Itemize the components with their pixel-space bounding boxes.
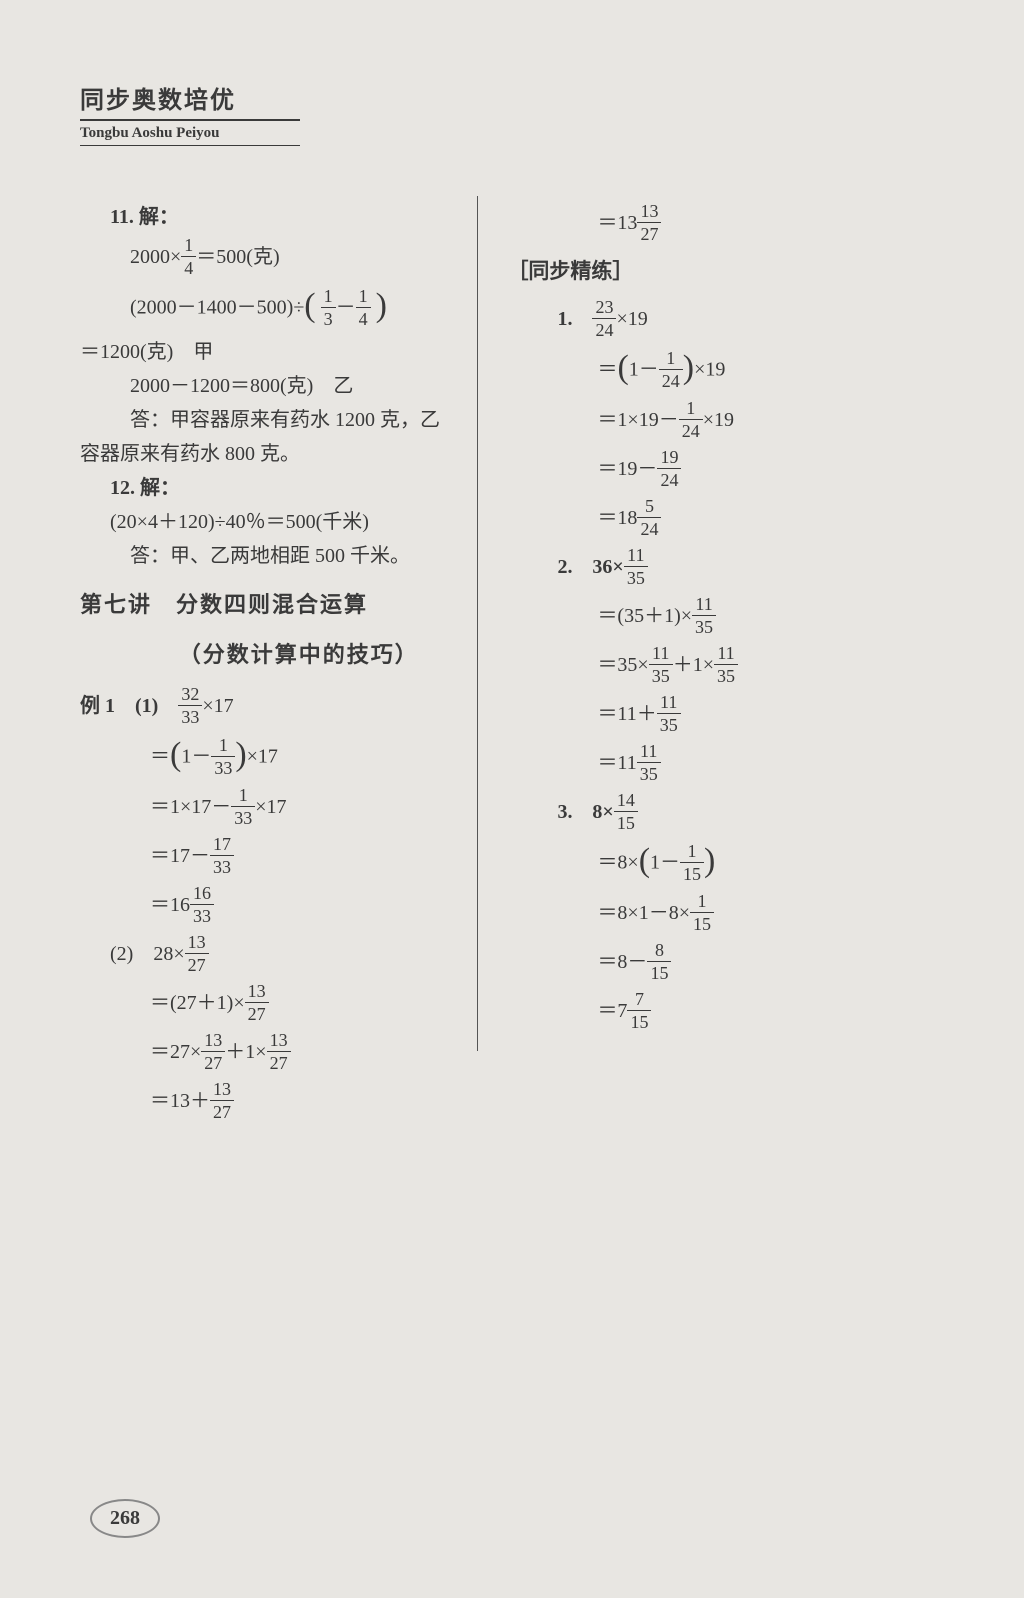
math-line: ＝35×1135＋1×1135 <box>597 646 944 687</box>
math-line: ＝(35＋1)×1135 <box>597 597 944 638</box>
math-line: ＝17－1733 <box>150 837 457 878</box>
fraction: 133 <box>211 736 235 777</box>
fraction: 124 <box>679 399 703 440</box>
fraction: 1135 <box>714 644 738 685</box>
fraction: 1135 <box>649 644 673 685</box>
fraction: 1135 <box>637 742 661 783</box>
fraction: 715 <box>627 990 651 1031</box>
math-line: ＝8－815 <box>597 943 944 984</box>
page-number: 268 <box>90 1499 160 1538</box>
example-1-label: 例 1 (1) 3233×17 <box>80 687 457 728</box>
math-line: ＝18524 <box>597 499 944 540</box>
math-line: ＝(27＋1)×1327 <box>150 984 457 1025</box>
section-title: 第七讲 分数四则混合运算 <box>80 587 457 619</box>
example-1-part2: (2) 28×1327 <box>110 935 457 976</box>
math-line: ＝1×19－124×19 <box>597 401 944 442</box>
math-line: ＝131327 <box>597 204 944 245</box>
math-line: ＝161633 <box>150 886 457 927</box>
fraction: 1327 <box>185 933 209 974</box>
fraction: 2324 <box>592 298 616 339</box>
answer-text: 答：甲、乙两地相距 500 千米。 <box>130 543 457 569</box>
paren-icon: ( <box>617 349 628 386</box>
book-title: 同步奥数培优 <box>80 80 300 121</box>
answer-text: 答：甲容器原来有药水 1200 克，乙 <box>130 407 457 433</box>
fraction: 1135 <box>657 693 681 734</box>
math-line: ＝1200(克) 甲 <box>80 339 457 365</box>
fraction: 13 <box>321 287 336 328</box>
section-subtitle: （分数计算中的技巧） <box>140 637 457 669</box>
question-3: 3. 8×1415 <box>557 793 944 834</box>
fraction: 1327 <box>637 202 661 243</box>
fraction: 14 <box>356 287 371 328</box>
book-subtitle: Tongbu Aoshu Peiyou <box>80 121 300 146</box>
fraction: 115 <box>680 842 704 883</box>
fraction: 1327 <box>210 1080 234 1121</box>
paren-icon: ( <box>170 736 181 773</box>
answer-text: 容器原来有药水 800 克。 <box>80 441 457 467</box>
math-line: ＝19－1924 <box>597 450 944 491</box>
math-line: (2000－1400－500)÷( 13－14 ) <box>130 287 457 331</box>
math-line: ＝(1－133)×17 <box>150 736 457 780</box>
fraction: 1633 <box>190 884 214 925</box>
question-1: 1. 2324×19 <box>557 300 944 341</box>
math-line: ＝11＋1135 <box>597 695 944 736</box>
paren-icon: ) <box>704 842 715 879</box>
page-header: 同步奥数培优 Tongbu Aoshu Peiyou <box>80 80 944 146</box>
paren-icon: ( <box>639 842 650 879</box>
fraction: 1327 <box>267 1031 291 1072</box>
page-number-container: 268 <box>90 1499 160 1538</box>
content-area: 11. 解： 2000×14＝500(克) (2000－1400－500)÷( … <box>80 196 944 1131</box>
fraction: 524 <box>637 497 661 538</box>
problem-11-label: 11. 解： <box>110 204 457 230</box>
paren-icon: ) <box>683 349 694 386</box>
math-line: ＝27×1327＋1×1327 <box>150 1033 457 1074</box>
paren-icon: ) <box>376 287 387 324</box>
fraction: 133 <box>231 786 255 827</box>
problem-12-label: 12. 解： <box>110 475 457 501</box>
math-line: ＝111135 <box>597 744 944 785</box>
fraction: 14 <box>181 236 196 277</box>
math-line: ＝8×(1－115) <box>597 842 944 886</box>
right-column: ＝131327 ［同步精练］ 1. 2324×19 ＝(1－124)×19 ＝1… <box>477 196 944 1131</box>
fraction: 1135 <box>692 595 716 636</box>
math-line: 2000×14＝500(克) <box>130 238 457 279</box>
fraction: 1135 <box>624 546 648 587</box>
fraction: 1327 <box>245 982 269 1023</box>
fraction: 1924 <box>657 448 681 489</box>
paren-icon: ( <box>304 287 315 324</box>
sync-practice-label: ［同步精练］ <box>507 255 944 285</box>
fraction: 1327 <box>201 1031 225 1072</box>
question-2: 2. 36×1135 <box>557 548 944 589</box>
paren-icon: ) <box>235 736 246 773</box>
math-line: ＝13＋1327 <box>150 1082 457 1123</box>
left-column: 11. 解： 2000×14＝500(克) (2000－1400－500)÷( … <box>80 196 477 1131</box>
math-line: ＝1×17－133×17 <box>150 788 457 829</box>
fraction: 1733 <box>210 835 234 876</box>
math-line: 2000－1200＝800(克) 乙 <box>130 373 457 399</box>
math-line: ＝(1－124)×19 <box>597 349 944 393</box>
fraction: 1415 <box>614 791 638 832</box>
math-line: ＝7715 <box>597 992 944 1033</box>
math-line: ＝8×1－8×115 <box>597 894 944 935</box>
fraction: 815 <box>647 941 671 982</box>
column-divider <box>477 196 478 1051</box>
fraction: 115 <box>690 892 714 933</box>
fraction: 3233 <box>178 685 202 726</box>
fraction: 124 <box>659 349 683 390</box>
math-line: (20×4＋120)÷40％＝500(千米) <box>110 509 457 535</box>
